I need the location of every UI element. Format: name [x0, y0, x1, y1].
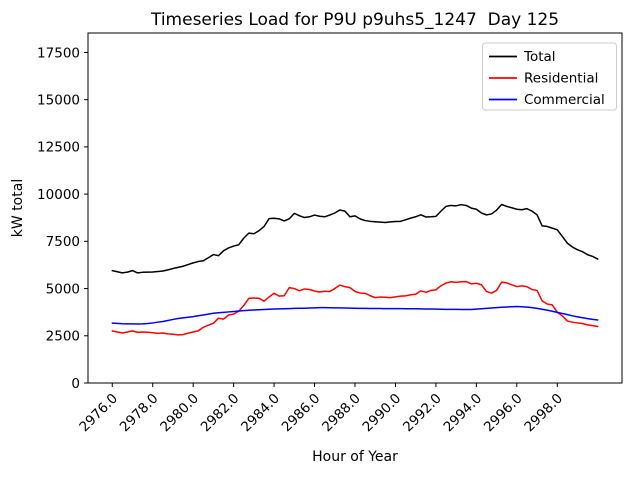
x-tick-label: 2998.0: [521, 391, 566, 436]
x-tick-label: 2996.0: [481, 391, 526, 436]
y-axis-ticks: 0 2500 5000 7500 10000 12500 15000 17500: [37, 45, 88, 392]
legend-label-total: Total: [523, 49, 556, 65]
y-tick-label: 10000: [37, 187, 80, 203]
y-tick-label: 0: [71, 376, 80, 392]
x-tick-label: 2986.0: [279, 391, 324, 436]
y-tick-label: 2500: [46, 329, 80, 345]
legend: Total Residential Commercial: [482, 42, 617, 111]
y-tick-label: 15000: [37, 92, 80, 108]
x-tick-label: 2976.0: [76, 391, 121, 436]
x-tick-label: 2984.0: [238, 391, 283, 436]
legend-label-commercial: Commercial: [524, 92, 605, 108]
y-axis-label: kW total: [10, 179, 26, 237]
x-tick-label: 2994.0: [440, 391, 485, 436]
x-tick-label: 2982.0: [198, 391, 243, 436]
series-line-commercial: [111, 305, 599, 325]
series-lines: [111, 203, 599, 336]
y-tick-label: 7500: [46, 234, 80, 250]
legend-label-residential: Residential: [524, 71, 598, 87]
series-line-total: [111, 203, 599, 274]
x-tick-label: 2992.0: [400, 391, 445, 436]
y-tick-label: 17500: [37, 45, 80, 61]
series-line-residential: [111, 280, 599, 336]
x-axis-ticks: 2976.02978.02980.02982.02984.02986.02988…: [76, 383, 566, 435]
legend-box: [482, 42, 617, 111]
chart-title: Timeseries Load for P9U p9uhs5_1247 Day …: [150, 10, 559, 30]
x-tick-label: 2990.0: [360, 391, 405, 436]
y-tick-label: 12500: [37, 140, 80, 156]
y-tick-label: 5000: [46, 281, 80, 297]
x-tick-label: 2980.0: [157, 391, 202, 436]
x-tick-label: 2978.0: [117, 391, 162, 436]
x-tick-label: 2988.0: [319, 391, 364, 436]
x-axis-label: Hour of Year: [312, 449, 398, 465]
